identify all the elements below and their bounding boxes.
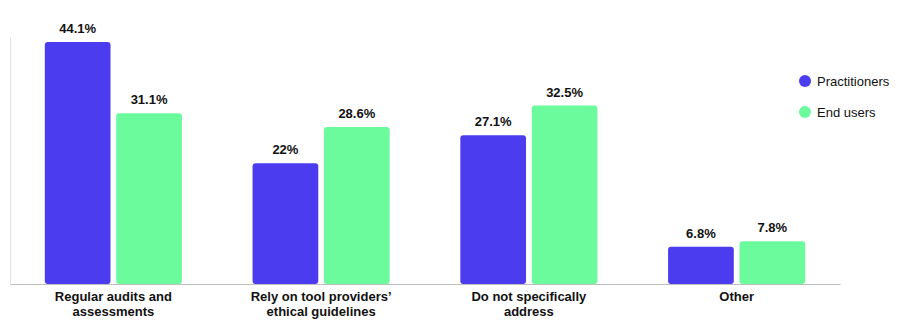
legend-swatch	[799, 106, 811, 118]
legend: Practitioners End users	[799, 74, 890, 120]
x-axis: Regular audits andassessments Rely on too…	[11, 285, 841, 319]
legend-label: Practitioners	[817, 74, 890, 89]
x-tick: Do not specificallyaddress	[471, 289, 587, 319]
bar	[739, 241, 805, 284]
x-axis-line	[11, 284, 841, 285]
data-label: 28.6%	[338, 106, 375, 121]
x-tick: Rely on tool providers’ethical guideline…	[251, 289, 392, 319]
y-axis-line	[10, 38, 11, 285]
bar	[116, 113, 182, 284]
bar	[324, 127, 390, 284]
y-axis	[10, 38, 11, 285]
legend-item: Practitioners	[799, 74, 890, 89]
bar	[45, 42, 111, 284]
x-tick: Regular audits andassessments	[55, 289, 172, 319]
data-label: 22%	[272, 142, 298, 157]
data-label: 32.5%	[546, 85, 583, 100]
data-label: 7.8%	[758, 220, 788, 235]
legend-swatch	[799, 75, 811, 87]
data-label: 27.1%	[475, 114, 512, 129]
x-tick-label: Regular audits andassessments	[55, 289, 172, 319]
bars	[45, 42, 805, 284]
x-tick: Other	[719, 289, 754, 304]
x-tick-label: Do not specificallyaddress	[471, 289, 587, 319]
bar	[460, 135, 526, 284]
x-tick-label: Other	[719, 289, 754, 304]
data-labels: 44.1% 22% 27.1% 6.8% 31.1% 28.6% 32.5% 7.8%	[59, 21, 787, 241]
bar	[668, 247, 734, 284]
bar	[532, 106, 598, 284]
bar	[253, 163, 319, 284]
data-label: 31.1%	[131, 92, 168, 107]
legend-item: End users	[799, 105, 876, 120]
legend-label: End users	[817, 105, 876, 120]
chart: 44.1% 22% 27.1% 6.8% 31.1% 28.6% 32.5% 7.8% Regu…	[0, 0, 898, 329]
data-label: 6.8%	[686, 226, 716, 241]
x-tick-label: Rely on tool providers’ethical guideline…	[251, 289, 392, 319]
data-label: 44.1%	[59, 21, 96, 36]
